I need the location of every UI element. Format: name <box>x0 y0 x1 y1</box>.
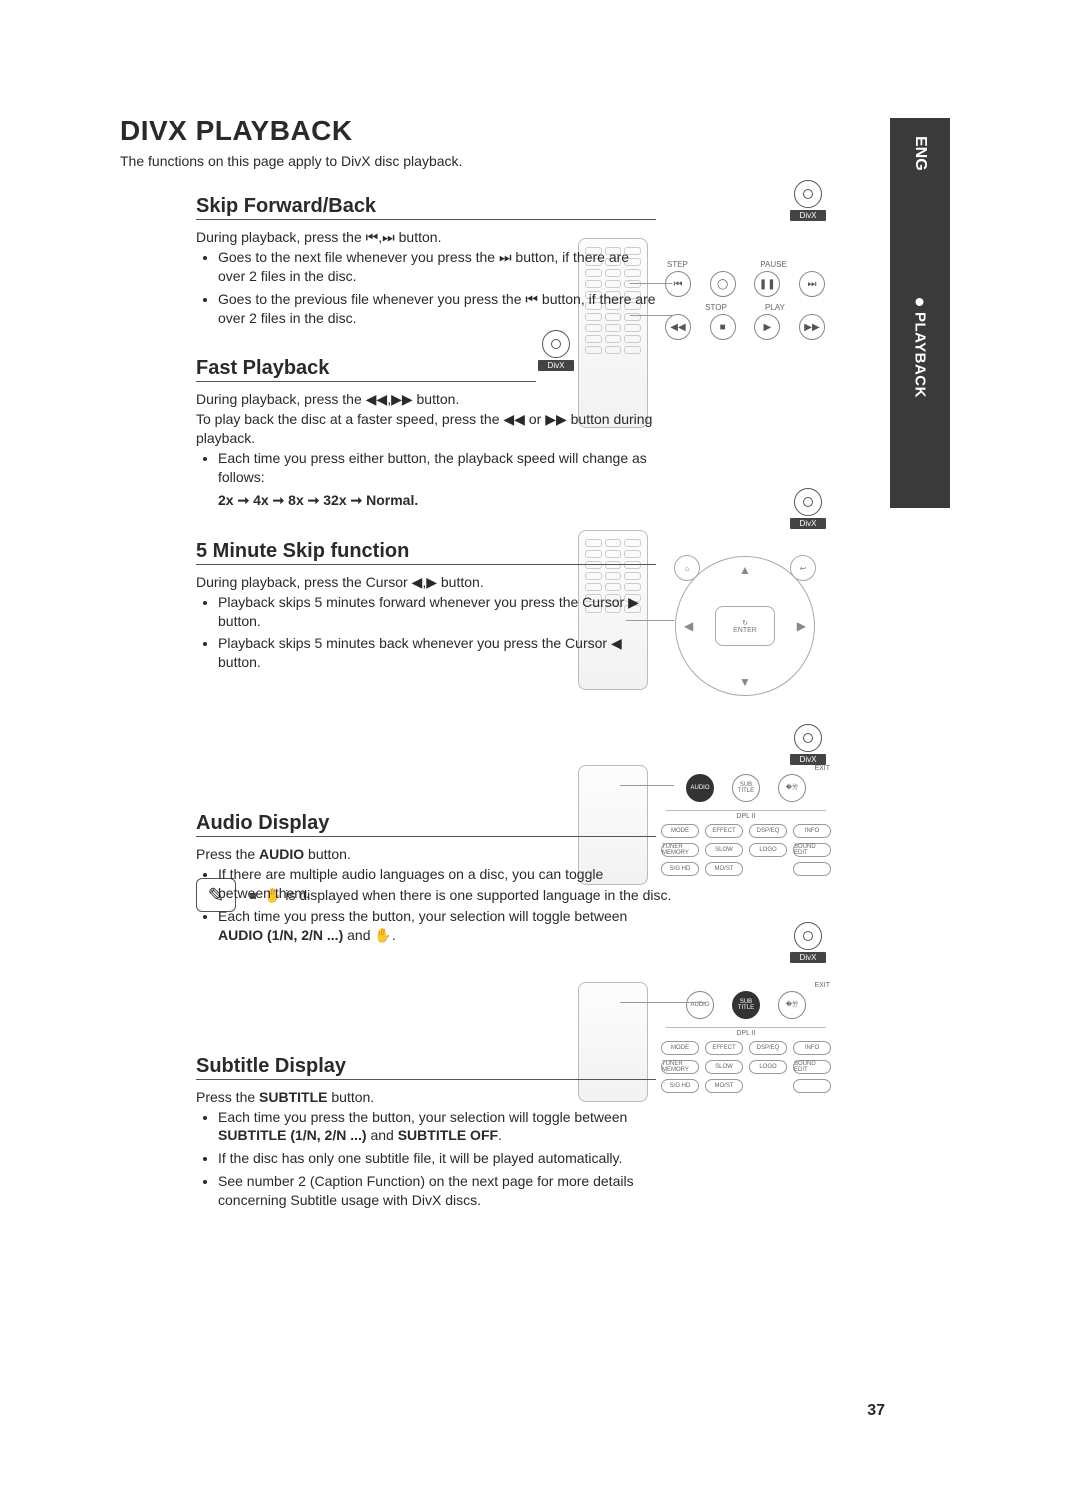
section-subtitle-display: Subtitle Display Press the SUBTITLE butt… <box>196 1055 820 1210</box>
next-icon: ⏭ <box>382 229 395 245</box>
subtitle-bullet-3: See number 2 (Caption Function) on the n… <box>218 1172 656 1210</box>
skip-lead: During playback, press the ⏮,⏭ button. <box>196 228 656 247</box>
audio-lead: Press the AUDIO button. <box>196 845 656 864</box>
5min-bullet-1: Playback skips 5 minutes forward wheneve… <box>218 593 656 631</box>
intro-text: The functions on this page apply to DivX… <box>120 153 820 169</box>
section-skip: Skip Forward/Back During playback, press… <box>196 195 820 327</box>
heading-skip: Skip Forward/Back <box>196 195 656 220</box>
fast-forward-icon: ▶▶ <box>545 411 567 427</box>
page-title: DIVX PLAYBACK <box>120 115 820 147</box>
heading-fast: Fast Playback <box>196 357 536 382</box>
side-tab-chapter-text: PLAYBACK <box>912 312 929 398</box>
fast-bullet-1: Each time you press either button, the p… <box>218 449 676 487</box>
cursor-right-icon: ▶ <box>628 594 639 610</box>
cursor-left-icon: ◀ <box>611 635 622 651</box>
cursor-left-icon: ◀ <box>412 574 423 590</box>
side-tab-lang: ENG <box>911 136 929 171</box>
main-content: DIVX PLAYBACK The functions on this page… <box>120 115 820 1240</box>
subtitle-bullet-2: If the disc has only one subtitle file, … <box>218 1149 656 1168</box>
heading-5min: 5 Minute Skip function <box>196 540 656 565</box>
fast-lead: During playback, press the ◀◀,▶▶ button. <box>196 390 676 409</box>
section-audio-display: Audio Display Press the AUDIO button. If… <box>196 812 820 944</box>
5min-lead: During playback, press the Cursor ◀,▶ bu… <box>196 573 656 592</box>
side-tab-chapter: PLAYBACK <box>912 298 929 398</box>
rewind-icon: ◀◀ <box>503 411 525 427</box>
heading-audio: Audio Display <box>196 812 656 837</box>
rewind-icon: ◀◀ <box>366 391 388 407</box>
subtitle-lead: Press the SUBTITLE button. <box>196 1088 656 1107</box>
audio-bullet-1: If there are multiple audio languages on… <box>218 865 656 903</box>
cursor-right-icon: ▶ <box>426 574 437 590</box>
5min-bullet-2: Playback skips 5 minutes back whenever y… <box>218 634 656 672</box>
hand-icon: ✋ <box>374 927 391 943</box>
section-fast: Fast Playback During playback, press the… <box>196 357 820 509</box>
skip-bullet-1: Goes to the next file whenever you press… <box>218 248 656 286</box>
next-icon: ⏭ <box>499 249 512 265</box>
audio-bullet-2: Each time you press the button, your sel… <box>218 907 656 945</box>
bullet-dot <box>916 298 924 306</box>
page-number: 37 <box>867 1402 885 1420</box>
section-five-minute-skip: 5 Minute Skip function During playback, … <box>196 540 820 672</box>
fast-speed-sequence: 2x ➞ 4x ➞ 8x ➞ 32x ➞ Normal. <box>218 491 676 510</box>
side-tab: ENG PLAYBACK <box>890 118 950 508</box>
heading-subtitle: Subtitle Display <box>196 1055 656 1080</box>
skip-bullet-2: Goes to the previous file whenever you p… <box>218 290 656 328</box>
fast-desc: To play back the disc at a faster speed,… <box>196 410 676 448</box>
subtitle-bullet-1: Each time you press the button, your sel… <box>218 1108 656 1146</box>
prev-icon: ⏮ <box>366 229 379 245</box>
prev-icon: ⏮ <box>525 291 538 307</box>
fast-forward-icon: ▶▶ <box>391 391 413 407</box>
